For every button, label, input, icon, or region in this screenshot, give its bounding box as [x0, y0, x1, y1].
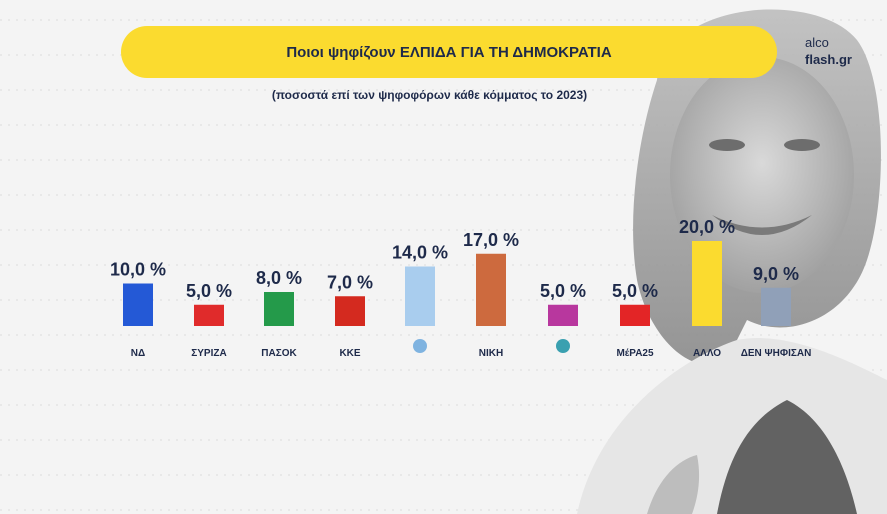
category-label-3: ΠΑΣΟΚ	[261, 348, 297, 359]
bar-9	[692, 241, 722, 326]
chart-subtitle-row: (ποσοστά επί των ψηφοφόρων κάθε κόμματος…	[0, 88, 887, 102]
category-label-1: ΝΔ	[131, 348, 145, 359]
value-label-4: 7,0 %	[327, 272, 373, 292]
brand-line-1: alco	[805, 35, 829, 50]
bar-4	[335, 296, 365, 326]
bar-8	[620, 304, 650, 326]
category-label-4: ΚΚΕ	[339, 348, 360, 359]
bar-2	[194, 304, 224, 326]
category-label-6: ΝΙΚΗ	[479, 348, 503, 359]
value-label-10: 9,0 %	[753, 264, 799, 284]
value-label-2: 5,0 %	[186, 281, 232, 301]
value-label-8: 5,0 %	[612, 281, 658, 301]
bar-3	[264, 292, 294, 326]
bar-5	[405, 266, 435, 326]
value-label-9: 20,0 %	[679, 217, 735, 237]
value-label-3: 8,0 %	[256, 268, 302, 288]
value-label-5: 14,0 %	[392, 243, 448, 263]
party-logo-icon-5	[413, 339, 427, 353]
party-logo-icon-7	[556, 339, 570, 353]
chart-title-banner: Ποιοι ψηφίζουν ΕΛΠΙΔΑ ΓΙΑ ΤΗ ΔΗΜΟΚΡΑΤΙΑ	[121, 26, 777, 78]
brand-logo: alco flash.gr	[805, 34, 852, 68]
bar-7	[548, 304, 578, 326]
category-label-9: ΑΛΛΟ	[693, 348, 721, 359]
chart-subtitle: (ποσοστά επί των ψηφοφόρων κάθε κόμματος…	[271, 88, 588, 102]
value-label-7: 5,0 %	[540, 281, 586, 301]
bar-1	[123, 283, 153, 326]
category-label-8: ΜέΡΑ25	[616, 348, 654, 359]
value-label-6: 17,0 %	[463, 230, 519, 250]
brand-line-2: flash.gr	[805, 52, 852, 67]
bar-6	[476, 253, 506, 326]
bar-10	[761, 287, 791, 326]
value-label-1: 10,0 %	[110, 260, 166, 280]
chart-title: Ποιοι ψηφίζουν ΕΛΠΙΔΑ ΓΙΑ ΤΗ ΔΗΜΟΚΡΑΤΙΑ	[286, 43, 612, 61]
category-label-10: ΔΕΝ ΨΗΦΙΣΑΝ	[741, 348, 812, 359]
category-label-2: ΣΥΡΙΖΑ	[191, 348, 226, 359]
